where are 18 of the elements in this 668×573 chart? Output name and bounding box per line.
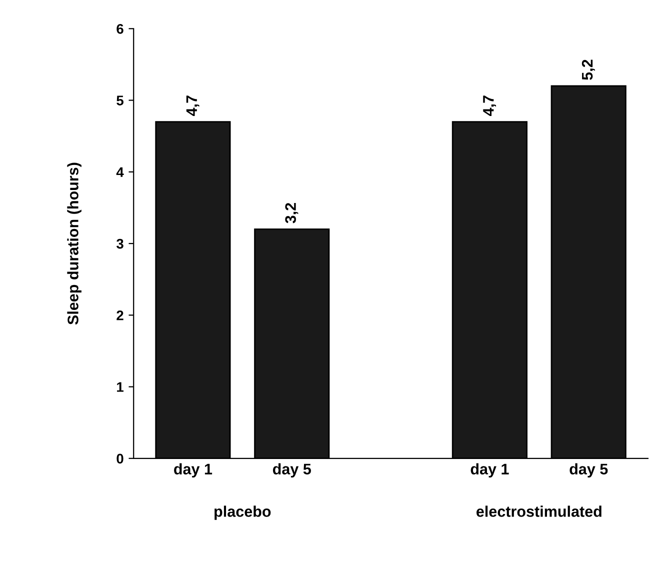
data-label: 5,2: [582, 60, 595, 80]
x-tick-label: day 5: [272, 463, 311, 478]
data-label: 3,2: [285, 203, 298, 224]
y-tick-label: 5: [116, 96, 124, 106]
data-label: 4,7: [483, 96, 496, 116]
y-tick-label: 0: [116, 454, 124, 464]
x-tick-label: day 1: [470, 463, 509, 478]
y-axis-title: Sleep duration (hours): [67, 162, 82, 325]
data-label: 4,7: [186, 96, 200, 116]
x-tick-label: day 5: [570, 463, 608, 478]
y-tick-label: 2: [116, 310, 124, 320]
text: electrostimulated: [476, 506, 602, 517]
x-tick-label: day 1: [174, 463, 212, 478]
y-tick-label: 4: [116, 167, 124, 177]
y-tick-label: 1: [117, 382, 124, 392]
text: placebo: [214, 506, 271, 520]
y-tick-label: 3: [116, 238, 124, 249]
y-tick-label: 6: [116, 24, 124, 34]
